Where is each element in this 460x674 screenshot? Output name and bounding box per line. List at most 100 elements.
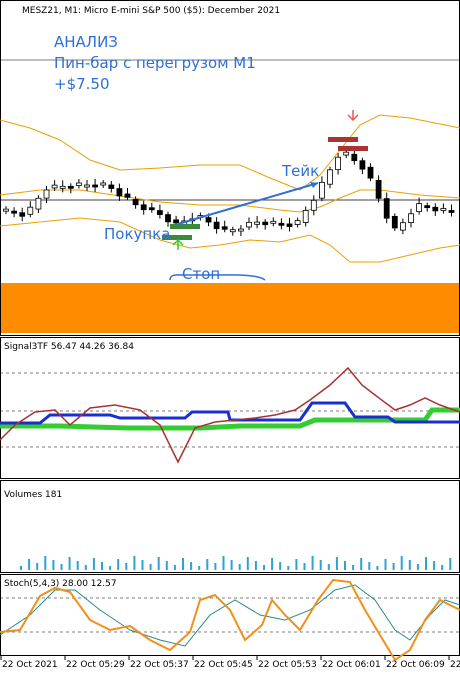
candle-body	[383, 198, 390, 219]
volume-bar	[238, 564, 241, 570]
indicator-label: Signal3TF 56.47 44.26 36.84	[4, 342, 134, 352]
time-label: 22 Oct 06:01	[322, 660, 381, 670]
candle-body	[302, 210, 309, 223]
volume-bar	[254, 561, 257, 570]
volume-bar	[76, 561, 79, 570]
trade-arrow	[177, 182, 319, 225]
candle-body	[351, 153, 358, 162]
volume-bar	[327, 564, 330, 570]
candle-body	[448, 210, 455, 213]
candle-body	[318, 181, 325, 199]
symbol-title: MESZ21, M1: Micro E-mini S&P 500 ($5): D…	[22, 6, 280, 16]
candle-body	[399, 222, 406, 231]
candle-body	[43, 189, 50, 199]
volume-bar	[28, 559, 31, 570]
candle-body	[11, 210, 18, 214]
volume-bar	[360, 558, 363, 570]
volume-bar	[303, 563, 306, 570]
candle-body	[116, 188, 123, 197]
time-label: 22 Oct 2021	[2, 660, 58, 670]
volume-bar	[287, 566, 290, 570]
take-zone	[338, 146, 368, 151]
candle-body	[440, 208, 447, 211]
band-lower	[0, 217, 460, 263]
candle-body	[92, 184, 98, 188]
candle-body	[156, 210, 163, 215]
stoch-main	[0, 578, 460, 662]
candle-body	[237, 228, 244, 232]
volume-bar	[416, 564, 419, 570]
candle-body	[391, 215, 398, 229]
volume-bar	[271, 558, 274, 570]
volume-bar	[246, 557, 249, 570]
volume-bar	[295, 559, 298, 570]
take-zone	[328, 137, 358, 142]
volume-bar	[206, 559, 209, 570]
candle-body	[335, 156, 342, 171]
candle-body	[221, 226, 228, 230]
volume-bar	[157, 557, 160, 570]
candle-body	[246, 221, 252, 228]
buy-zone	[170, 224, 200, 229]
candle-body	[100, 182, 107, 186]
time-label: 22 Oct 05:45	[194, 660, 253, 670]
volume-bar	[449, 558, 452, 570]
volume-bar	[165, 561, 168, 570]
volume-bar	[408, 560, 411, 570]
volume-bar	[36, 563, 39, 570]
signal-red	[0, 366, 460, 464]
volume-bar	[263, 565, 265, 570]
volume-bar	[60, 564, 63, 570]
volume-bar	[190, 562, 193, 570]
volume-bar	[279, 562, 282, 570]
volume-bar	[344, 561, 346, 570]
candle-body	[27, 206, 34, 215]
volume-bar	[149, 564, 152, 570]
candle-body	[343, 151, 350, 156]
candle-body	[367, 166, 374, 179]
volume-bar	[311, 556, 314, 570]
candle-body	[270, 220, 277, 224]
volume-bar	[392, 563, 395, 570]
candle-body	[124, 193, 131, 198]
candle-body	[173, 219, 180, 224]
band-upper	[0, 114, 460, 191]
volume-bar	[198, 566, 201, 570]
candle-body	[359, 160, 366, 170]
candle-body	[375, 179, 382, 199]
volume-bar	[352, 565, 355, 570]
time-label: 22 Oct 05:37	[130, 660, 189, 670]
stop-label: Стоп	[182, 265, 220, 283]
candle-body	[108, 184, 115, 189]
annotation: АНАЛИЗ	[54, 33, 118, 51]
candle-body	[424, 205, 431, 209]
candle-body	[132, 198, 139, 206]
volume-bar	[433, 561, 436, 570]
sell-arrow	[347, 110, 359, 122]
buy-label: Покупка	[104, 225, 170, 243]
volume-bar	[117, 559, 120, 570]
volume-bar	[52, 560, 55, 570]
orange-zone	[1, 283, 459, 333]
volume-bar	[173, 565, 176, 570]
candle-body	[3, 208, 9, 212]
arrow-head	[310, 182, 318, 188]
volume-bar	[441, 565, 444, 570]
volume-bar	[222, 556, 225, 570]
time-label: 22 Oct 05:29	[66, 660, 125, 670]
volume-bar	[400, 556, 403, 570]
volume-bar	[109, 566, 112, 570]
candle-body	[148, 207, 155, 211]
candle-body	[140, 204, 147, 211]
volume-bar	[141, 560, 144, 570]
candle-body	[213, 221, 220, 230]
volume-bar	[20, 566, 22, 570]
annotation: +$7.50	[54, 75, 110, 93]
volume-bar	[425, 557, 427, 570]
buy-zone	[162, 235, 192, 240]
candle-body	[254, 221, 261, 225]
candle-body	[84, 184, 90, 188]
candle-body	[76, 182, 82, 186]
volume-bar	[384, 559, 387, 570]
